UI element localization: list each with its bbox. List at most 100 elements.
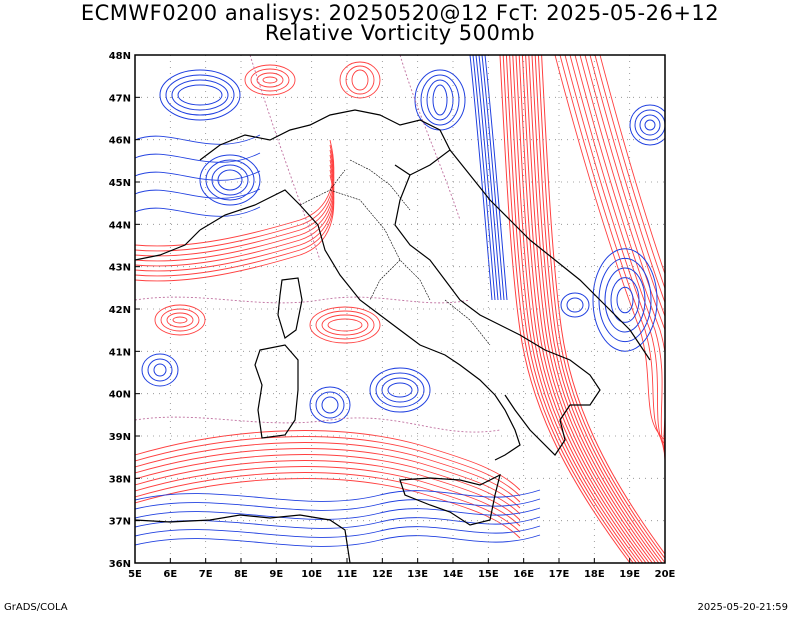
negative-contour <box>309 386 351 424</box>
negative-contour <box>315 391 345 419</box>
positive-contour <box>559 55 665 446</box>
positive-contour <box>135 174 335 282</box>
timestamp-label: 2025-05-20-21:59 <box>697 602 788 613</box>
positive-contour <box>135 436 521 497</box>
negative-contour <box>135 489 541 502</box>
negative-contour <box>217 169 243 191</box>
positive-contour <box>135 448 521 509</box>
lat-tick-label: 42N <box>109 305 131 316</box>
lat-tick-label: 38N <box>109 474 131 485</box>
positive-contour <box>574 55 665 461</box>
positive-contour <box>534 55 665 563</box>
positive-contour <box>135 442 521 503</box>
negative-contour <box>616 286 634 314</box>
negative-contour <box>141 353 179 387</box>
negative-contour <box>321 396 339 414</box>
credit-label: GrADS/COLA <box>4 602 68 613</box>
map-title: ECMWF0200 analisys: 20250520@12 FcT: 202… <box>80 1 720 25</box>
positive-contour <box>502 55 634 563</box>
positive-contour <box>525 55 656 563</box>
negative-contour <box>135 206 261 217</box>
lat-tick-label: 46N <box>109 136 131 147</box>
positive-contour <box>499 55 631 563</box>
lat-tick-label: 40N <box>109 390 131 401</box>
lat-tick-label: 44N <box>109 220 131 231</box>
negative-contour <box>153 363 167 377</box>
negative-contour <box>135 170 261 181</box>
lat-tick-label: 45N <box>109 178 131 189</box>
negative-contour <box>432 84 448 116</box>
negative-contour <box>375 372 425 408</box>
zero-contour <box>249 55 321 261</box>
negative-contour <box>135 525 541 538</box>
negative-contour <box>387 382 413 398</box>
positive-contour <box>135 478 521 539</box>
lon-tick-label: 14E <box>443 569 464 580</box>
vorticity-contours <box>135 55 665 563</box>
negative-contour <box>481 55 505 301</box>
negative-contour <box>469 55 493 301</box>
positive-contour <box>250 68 290 92</box>
lat-tick-label: 37N <box>109 517 131 528</box>
positive-contour <box>589 55 665 475</box>
positive-contour <box>135 139 335 247</box>
lat-tick-label: 48N <box>109 51 131 62</box>
positive-contour <box>505 55 637 563</box>
negative-contour <box>177 84 223 106</box>
positive-contour <box>515 55 647 563</box>
negative-contour <box>426 79 454 121</box>
negative-contour <box>135 134 261 145</box>
positive-contour <box>599 55 665 485</box>
negative-contour <box>135 188 261 199</box>
positive-contour <box>564 55 665 451</box>
negative-contour <box>171 79 229 111</box>
lon-tick-label: 15E <box>478 569 499 580</box>
positive-contour <box>512 55 644 563</box>
positive-contour <box>135 169 335 277</box>
positive-contour <box>135 164 335 272</box>
negative-contour <box>592 248 658 352</box>
positive-contour <box>135 460 521 521</box>
positive-contour <box>135 430 521 491</box>
negative-contour <box>381 377 419 403</box>
lon-tick-label: 18E <box>584 569 605 580</box>
positive-contour <box>244 64 296 96</box>
positive-contour <box>351 69 369 91</box>
lon-tick-label: 19E <box>619 569 640 580</box>
lon-tick-label: 8E <box>234 569 248 580</box>
map-subtitle: Relative Vorticity 500mb <box>264 21 536 45</box>
negative-contour <box>639 114 661 136</box>
negative-contour <box>566 297 584 313</box>
negative-contour <box>598 257 652 343</box>
borders <box>299 159 491 346</box>
lon-tick-label: 13E <box>407 569 428 580</box>
positive-contour <box>262 76 278 84</box>
negative-contour <box>610 277 640 323</box>
positive-contour <box>135 466 521 527</box>
positive-contour <box>135 454 521 515</box>
positive-contour <box>166 312 194 328</box>
positive-contour <box>321 314 369 336</box>
negative-contour <box>165 74 235 116</box>
positive-contour <box>531 55 663 563</box>
lon-tick-label: 11E <box>337 569 358 580</box>
positive-contour <box>309 306 381 344</box>
negative-contour <box>211 164 249 196</box>
lat-tick-label: 47N <box>109 93 131 104</box>
negative-contour <box>604 267 646 333</box>
lon-tick-label: 5E <box>128 569 142 580</box>
positive-contour <box>541 55 665 555</box>
negative-contour <box>135 534 541 547</box>
positive-contour <box>569 55 665 456</box>
negative-contour <box>478 55 502 301</box>
lat-lon-grid <box>135 55 665 563</box>
positive-contour <box>256 72 284 88</box>
lon-tick-label: 20E <box>655 569 676 580</box>
negative-contour <box>634 109 665 141</box>
zero-contour <box>135 416 501 433</box>
lon-tick-label: 9E <box>269 569 283 580</box>
negative-contour <box>135 516 541 529</box>
zero-contour <box>135 296 471 304</box>
negative-contour <box>472 55 496 301</box>
